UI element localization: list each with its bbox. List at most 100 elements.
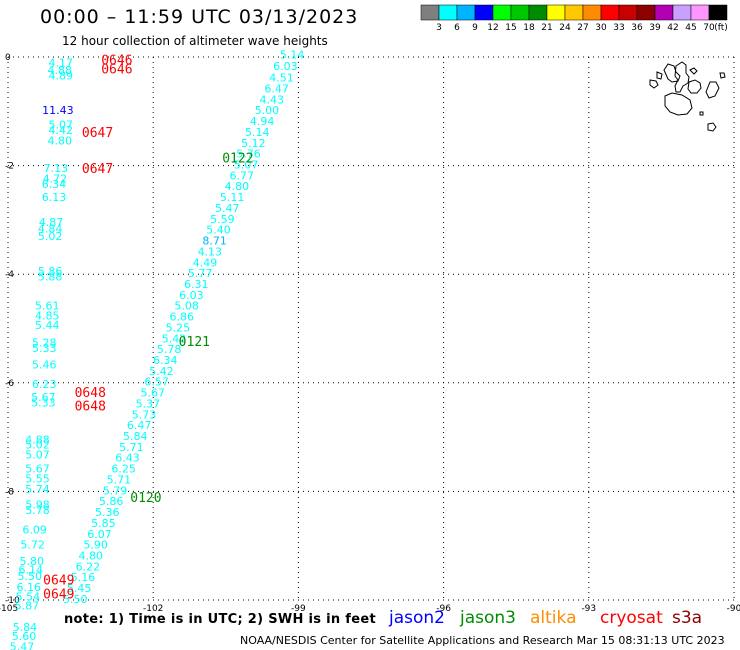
legend-jason2: jason2 bbox=[389, 608, 445, 628]
wave-height-value: 5.07 bbox=[49, 118, 74, 131]
y-tick-label: -8 bbox=[5, 487, 14, 497]
wave-height-value: 4.89 bbox=[49, 69, 74, 82]
colorbar-swatch bbox=[600, 4, 620, 21]
wave-height-value: 5.59 bbox=[210, 213, 235, 226]
wave-height-value: 5.42 bbox=[149, 365, 174, 378]
colorbar-label: 27 bbox=[577, 23, 588, 33]
island-outline bbox=[663, 63, 681, 83]
wave-height-value: 7.13 bbox=[44, 162, 69, 175]
wave-height-value: 6.31 bbox=[184, 278, 209, 291]
wave-height-value: 5.45 bbox=[67, 582, 92, 595]
colorbar-swatch bbox=[420, 4, 440, 21]
wave-height-value: 5.98 bbox=[25, 498, 50, 511]
colorbar-swatch bbox=[618, 4, 638, 21]
pass-time-label: 0121 bbox=[179, 335, 210, 350]
wave-height-value: 5.12 bbox=[241, 137, 266, 150]
wave-height-value: 5.86 bbox=[38, 265, 63, 278]
wave-height-value: 5.36 bbox=[95, 506, 120, 519]
colorbar-swatch bbox=[438, 4, 458, 21]
wave-height-value: 5.47 bbox=[215, 202, 240, 215]
island-outline bbox=[687, 79, 702, 94]
wave-height-value: 5.00 bbox=[255, 104, 280, 117]
galapagos-coastline bbox=[649, 61, 726, 132]
colorbar-label: 24 bbox=[559, 23, 571, 33]
legend-altika: altika bbox=[530, 608, 577, 628]
wave-height-value: 5.73 bbox=[132, 408, 157, 421]
island-outline bbox=[674, 61, 690, 93]
wave-height-value: 5.76 bbox=[236, 148, 261, 161]
wave-height-value: 5.25 bbox=[166, 321, 191, 334]
colorbar-label: 15 bbox=[505, 23, 516, 33]
colorbar-label: 30 bbox=[595, 23, 607, 33]
colorbar-label: 45 bbox=[685, 23, 696, 33]
y-tick-label: 0 bbox=[5, 53, 11, 63]
wave-height-value: 4.43 bbox=[260, 93, 285, 106]
wave-height-value: 5.84 bbox=[123, 430, 148, 443]
wave-height-value: 6.47 bbox=[264, 82, 289, 95]
wave-height-value: 5.55 bbox=[25, 472, 50, 485]
wave-height-value: 5.72 bbox=[20, 539, 45, 552]
pass-time-label: 0649 bbox=[43, 587, 74, 602]
colorbar-label: (ft) bbox=[714, 23, 728, 33]
wave-height-value: 5.14 bbox=[280, 48, 305, 61]
pass-time-label: 0646 bbox=[101, 54, 132, 69]
island-outline bbox=[689, 67, 698, 75]
colorbar-label: 33 bbox=[613, 23, 624, 33]
wave-height-value: 6.86 bbox=[170, 311, 195, 324]
wave-height-value: 4.72 bbox=[43, 173, 68, 186]
pass-time-label: 0647 bbox=[82, 162, 113, 177]
wave-height-value: 5.07 bbox=[25, 448, 50, 461]
wave-height-value: 4.80 bbox=[225, 180, 250, 193]
x-tick-label: -102 bbox=[143, 604, 163, 614]
wave-height-value: 5.11 bbox=[220, 191, 245, 204]
colorbar: 3 6 9 12 15 18 21 24 27 30 33 36 39 42 45 70 (ft) bbox=[420, 4, 728, 33]
colorbar-swatch bbox=[690, 4, 710, 21]
y-tick-label: -10 bbox=[5, 596, 20, 606]
wave-height-value: 5.54 bbox=[16, 591, 41, 604]
wave-height-value: 5.44 bbox=[35, 319, 60, 332]
wave-height-value: 5.60 bbox=[12, 630, 37, 643]
colorbar-label: 6 bbox=[454, 23, 460, 33]
island-outline bbox=[656, 71, 663, 80]
wave-height-value: 4.42 bbox=[49, 124, 74, 137]
wave-height-value: 5.02 bbox=[38, 230, 63, 243]
wave-height-value: 6.03 bbox=[179, 289, 204, 302]
credit-line: NOAA/NESDIS Center for Satellite Applica… bbox=[240, 634, 725, 647]
y-tick-label: -6 bbox=[5, 379, 14, 389]
wave-height-value: 5.78 bbox=[157, 343, 182, 356]
island-outline bbox=[707, 122, 717, 132]
y-tick-label: -4 bbox=[5, 270, 14, 280]
legend-s3a: s3a bbox=[672, 608, 703, 628]
wave-height-value: 4.80 bbox=[48, 135, 73, 148]
wave-height-value: 5.16 bbox=[71, 571, 96, 584]
wave-height-value: 6.25 bbox=[111, 463, 136, 476]
island-outline bbox=[699, 111, 704, 116]
wave-height-value: 6.22 bbox=[76, 560, 101, 573]
wave-height-value: 4.17 bbox=[49, 56, 74, 69]
wave-height-value: 5.86 bbox=[99, 495, 124, 508]
wave-height-value: 5.47 bbox=[10, 641, 35, 650]
wave-height-value: 6.14 bbox=[18, 564, 43, 577]
wave-height-value: 5.46 bbox=[32, 358, 57, 371]
wave-height-value: 6.07 bbox=[87, 528, 112, 541]
wave-height-value: 5.84 bbox=[13, 621, 38, 634]
wave-height-value: 5.61 bbox=[35, 300, 60, 313]
wave-height-value: 6.03 bbox=[273, 60, 298, 73]
wave-height-value: 4.88 bbox=[25, 433, 50, 446]
chart-subtitle: 12 hour collection of altimeter wave hei… bbox=[62, 34, 328, 48]
x-tick-label: -96 bbox=[436, 604, 451, 614]
wave-height-value: 5.85 bbox=[91, 517, 116, 530]
wave-height-value: 5.28 bbox=[32, 337, 57, 350]
wave-height-value: 5.71 bbox=[119, 441, 144, 454]
wave-height-value: 5.87 bbox=[15, 599, 40, 612]
y-tick-label: -2 bbox=[5, 162, 14, 172]
colorbar-swatch bbox=[528, 4, 548, 21]
colorbar-label: 18 bbox=[523, 23, 535, 33]
grid-lines bbox=[7, 56, 735, 601]
colorbar-label: 9 bbox=[472, 23, 478, 33]
wave-height-value: 5.14 bbox=[245, 126, 270, 139]
pass-time-label: 0646 bbox=[101, 62, 132, 77]
pass-time-label: 0647 bbox=[82, 126, 113, 141]
wave-height-value: 5.90 bbox=[83, 539, 108, 552]
